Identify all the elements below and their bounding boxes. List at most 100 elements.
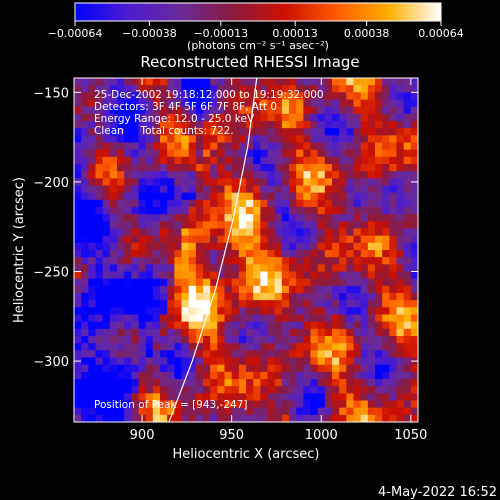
heatmap-cell [410, 113, 418, 122]
heatmap-cell [289, 113, 297, 122]
heatmap-cell [410, 99, 418, 108]
heatmap-cell [303, 328, 312, 337]
heatmap-cell [260, 135, 269, 144]
heatmap-cell [353, 113, 362, 122]
heatmap-cell [188, 350, 197, 359]
heatmap-cell [102, 307, 111, 316]
heatmap-cell [246, 185, 254, 194]
heatmap-cell [339, 192, 347, 201]
heatmap-cell [267, 242, 276, 251]
heatmap-cell [246, 264, 254, 273]
heatmap-cell [360, 414, 369, 422]
heatmap-cell [389, 192, 398, 201]
heatmap-cell [289, 414, 297, 422]
heatmap-cell [181, 414, 190, 422]
heatmap-cell [375, 400, 383, 409]
heatmap-cell [382, 257, 390, 265]
heatmap-cell [382, 386, 390, 394]
heatmap-cell [81, 336, 89, 344]
heatmap-cell [410, 264, 418, 273]
heatmap-cell [332, 386, 340, 394]
heatmap-cell [217, 271, 226, 280]
heatmap-cell [224, 113, 233, 122]
heatmap-cell [102, 235, 111, 244]
heatmap-cell [195, 242, 204, 251]
heatmap-cell [317, 121, 326, 129]
heatmap-cell [102, 128, 111, 136]
heatmap-cell [289, 336, 297, 344]
heatmap-cell [174, 128, 183, 136]
heatmap-cell [95, 106, 104, 115]
heatmap-cell [238, 199, 247, 208]
heatmap-cell [117, 106, 125, 115]
heatmap-cell [260, 357, 269, 366]
heatmap-cell [317, 128, 326, 136]
heatmap-cell [152, 221, 161, 230]
heatmap-cell [353, 142, 362, 151]
heatmap-cell [181, 250, 190, 258]
heatmap-cell [274, 371, 283, 380]
heatmap-cell [396, 314, 405, 323]
heatmap-cell [332, 156, 340, 165]
heatmap-cell [195, 92, 204, 101]
heatmap-cell [274, 113, 283, 122]
heatmap-cell [396, 228, 405, 237]
heatmap-cell [95, 285, 104, 294]
heatmap-cell [281, 393, 290, 402]
heatmap-cell [324, 178, 333, 187]
heatmap-cell [353, 178, 362, 187]
heatmap-cell [274, 164, 283, 172]
heatmap-cell [310, 214, 319, 222]
heatmap-cell [310, 314, 319, 323]
heatmap-cell [124, 414, 132, 422]
heatmap-cell [410, 185, 418, 194]
heatmap-cell [124, 371, 132, 380]
heatmap-cell [210, 414, 218, 422]
heatmap-cell [339, 357, 347, 366]
heatmap-cell [181, 92, 190, 101]
heatmap-cell [231, 278, 240, 287]
heatmap-cell [74, 142, 82, 151]
heatmap-cell [188, 171, 197, 179]
heatmap-cell [353, 128, 362, 136]
heatmap-cell [109, 142, 118, 151]
heatmap-cell [389, 185, 398, 194]
heatmap-cell [353, 106, 362, 115]
heatmap-cell [389, 400, 398, 409]
heatmap-cell [346, 400, 355, 409]
heatmap-cell [88, 343, 97, 351]
heatmap-cell [124, 106, 132, 115]
heatmap-cell [389, 99, 398, 108]
heatmap-cell [210, 264, 218, 273]
heatmap-cell [88, 235, 97, 244]
heatmap-cell [403, 407, 412, 416]
heatmap-cell [167, 185, 175, 194]
heatmap-cell [246, 343, 254, 351]
heatmap-cell [231, 228, 240, 237]
heatmap-cell [360, 400, 369, 409]
heatmap-cell [360, 78, 369, 86]
heatmap-cell [296, 235, 304, 244]
heatmap-cell [360, 214, 369, 222]
heatmap-cell [102, 264, 111, 273]
heatmap-cell [375, 386, 383, 394]
heatmap-cell [375, 106, 383, 115]
heatmap-cell [102, 257, 111, 265]
heatmap-cell [81, 293, 89, 301]
x-tick-label: 900 [130, 428, 155, 443]
heatmap-cell [346, 278, 355, 287]
heatmap-cell [174, 264, 183, 273]
heatmap-cell [267, 128, 276, 136]
heatmap-cell [124, 307, 132, 316]
heatmap-cell [410, 142, 418, 151]
heatmap-cell [102, 371, 111, 380]
heatmap-cell [281, 128, 290, 136]
heatmap-cell [389, 221, 398, 230]
heatmap-cell [74, 328, 82, 337]
heatmap-cell [88, 228, 97, 237]
heatmap-cell [203, 128, 211, 136]
heatmap-cell [339, 285, 347, 294]
heatmap-cell [303, 357, 312, 366]
heatmap-cell [382, 414, 390, 422]
heatmap-cell [117, 393, 125, 402]
